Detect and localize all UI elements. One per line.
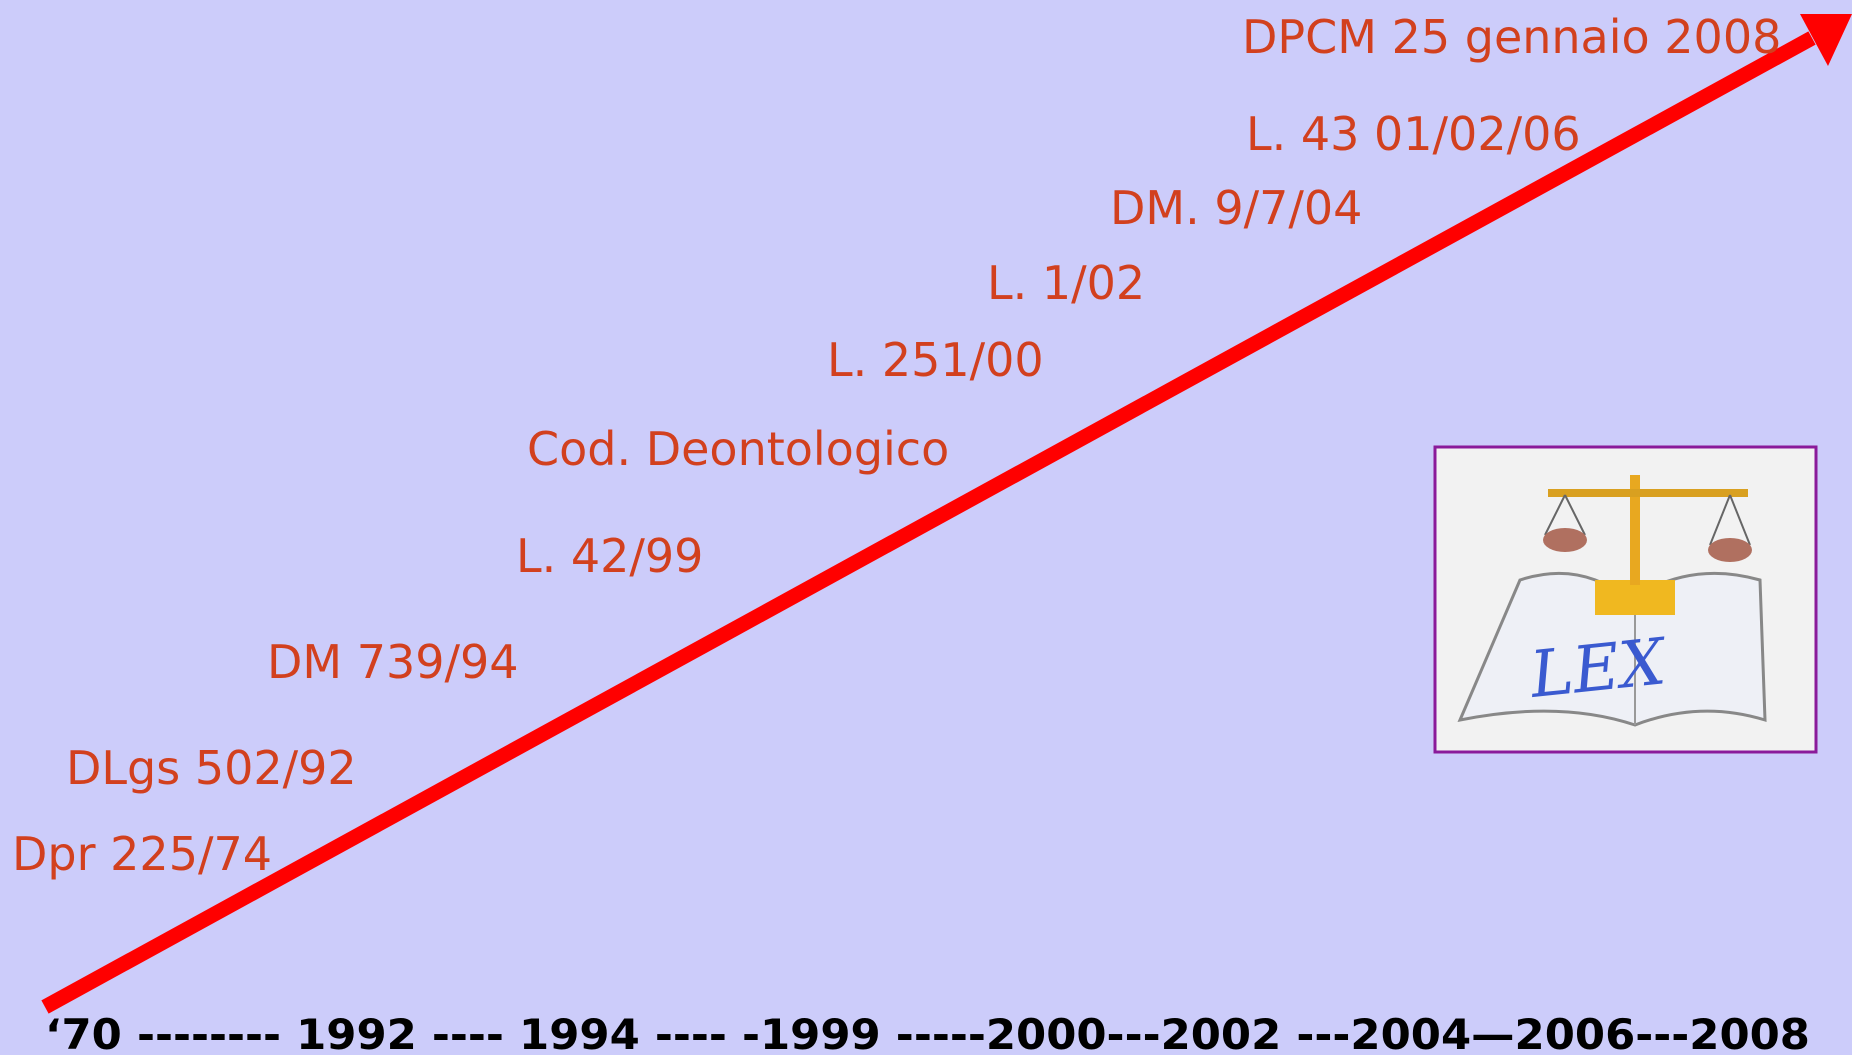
event-label: L. 1/02 bbox=[987, 256, 1145, 310]
logo-pan bbox=[1543, 528, 1587, 552]
axis-years: ‘70 -------- 1992 ---- 1994 ---- -1999 -… bbox=[45, 1010, 1810, 1055]
event-label: Dpr 225/74 bbox=[12, 827, 272, 881]
slide: DPCM 25 gennaio 2008 L. 43 01/02/06 DM. 9/… bbox=[0, 0, 1852, 1055]
event-label: DM 739/94 bbox=[267, 635, 519, 689]
logo-text: LEX bbox=[1526, 625, 1671, 713]
event-label: L. 43 01/02/06 bbox=[1246, 107, 1581, 161]
event-label: L. 42/99 bbox=[516, 529, 703, 583]
logo-base bbox=[1595, 580, 1675, 615]
event-label: Cod. Deontologico bbox=[527, 422, 949, 476]
page: DPCM 25 gennaio 2008 L. 43 01/02/06 DM. 9/… bbox=[0, 0, 1852, 1055]
logo: LEX bbox=[1435, 447, 1816, 752]
event-label: DLgs 502/92 bbox=[66, 741, 357, 795]
event-label: DPCM 25 gennaio 2008 bbox=[1242, 10, 1781, 64]
event-label: L. 251/00 bbox=[827, 333, 1044, 387]
event-label: DM. 9/7/04 bbox=[1110, 181, 1362, 235]
logo-pan bbox=[1708, 538, 1752, 562]
